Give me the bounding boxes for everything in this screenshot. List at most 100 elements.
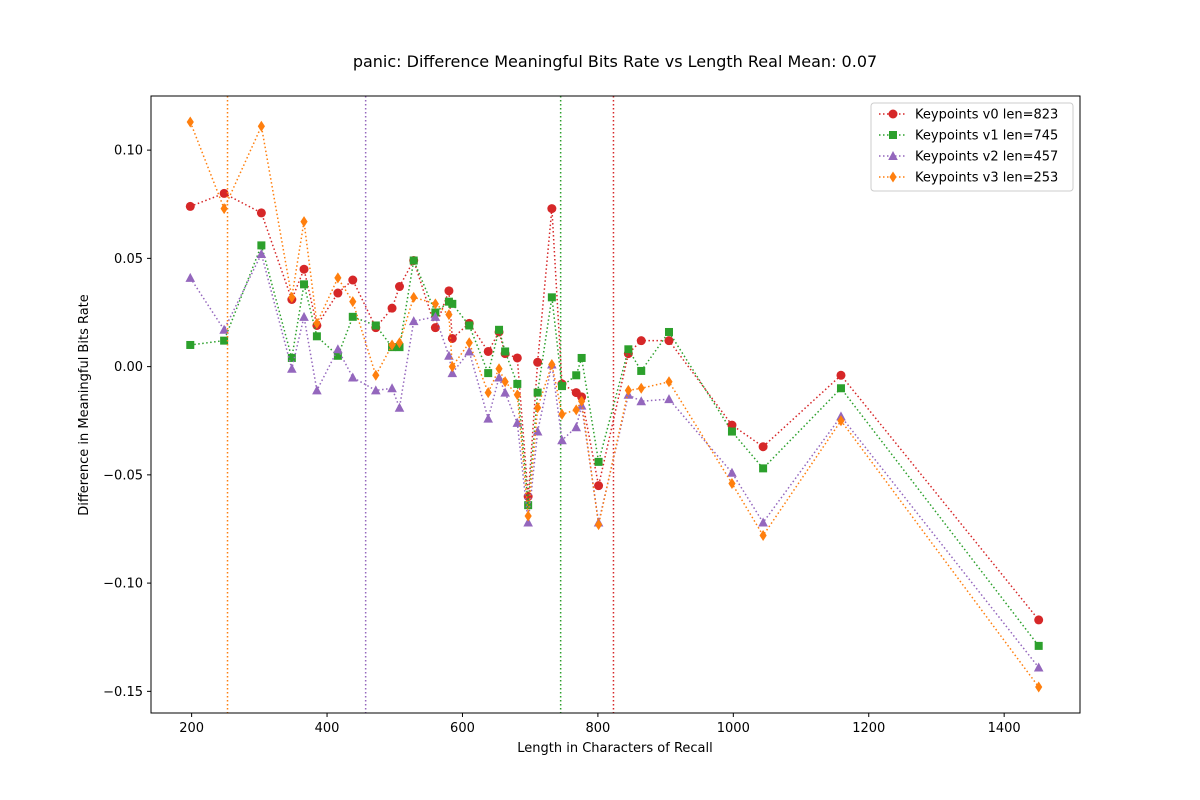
- series-1-point: [348, 312, 357, 321]
- series-0-point: [333, 288, 343, 298]
- legend-item: Keypoints v0 len=823: [879, 108, 1058, 123]
- series-3-point: [837, 415, 845, 427]
- series-1-point: [300, 280, 309, 289]
- x-axis-label: Length in Characters of Recall: [517, 741, 713, 756]
- series-1-point: [533, 388, 542, 397]
- series-0-point: [444, 286, 454, 296]
- series-2-point: [371, 385, 381, 395]
- series-1-point: [577, 353, 586, 362]
- series-0-point: [758, 442, 768, 452]
- series-1-point: [637, 366, 646, 375]
- series-2-point: [532, 426, 543, 436]
- series-2-point: [500, 387, 510, 397]
- series-3-point: [558, 408, 566, 420]
- series-2-point: [333, 344, 343, 354]
- series-3-point: [313, 317, 321, 329]
- series-3-point: [624, 384, 632, 396]
- series-0-point: [395, 282, 405, 292]
- series-0-point: [594, 481, 604, 491]
- legend-box: [870, 102, 1074, 192]
- series-0-point: [185, 201, 195, 211]
- series-2-point: [185, 272, 196, 282]
- series-1-point: [558, 382, 567, 391]
- series-2-point: [256, 249, 267, 259]
- y-tick-label: −0.10: [103, 577, 143, 592]
- series-1-line: [190, 243, 1040, 647]
- series-2-point: [299, 311, 309, 321]
- series-2-point: [512, 417, 523, 427]
- series-3-point: [534, 402, 542, 414]
- x-tick-label: 400: [315, 721, 340, 736]
- chart-title: panic: Difference Meaningful Bits Rate v…: [353, 52, 877, 71]
- series-2-point: [1033, 662, 1044, 672]
- series-0-point: [430, 323, 440, 333]
- series-2-point: [408, 316, 419, 326]
- legend-marker: [889, 171, 897, 183]
- series-2-line: [189, 251, 1040, 668]
- series-1-point: [572, 371, 581, 380]
- series-2-point: [636, 396, 647, 406]
- series-2-point: [447, 368, 458, 378]
- legend-label: Keypoints v2 len=457: [915, 150, 1058, 165]
- series-3-point: [484, 387, 492, 399]
- y-axis-label: Difference in Meaningful Bits Rate: [77, 294, 92, 516]
- y-tick-label: 0.00: [114, 360, 143, 375]
- series-0-point: [533, 357, 543, 367]
- series-1-point: [513, 379, 522, 388]
- series-1-point: [186, 340, 195, 349]
- legend-label: Keypoints v3 len=253: [915, 171, 1058, 186]
- series-1-point: [495, 325, 504, 334]
- series-3-point: [220, 203, 228, 215]
- series-3-point: [448, 361, 456, 373]
- series-3-point: [665, 376, 673, 388]
- series-3-point: [388, 339, 396, 351]
- series-1-point: [524, 501, 533, 510]
- legend: Keypoints v0 len=823 Keypoints v1 len=745…: [870, 102, 1074, 192]
- series-1-point: [371, 321, 380, 330]
- series-2-point: [571, 422, 582, 432]
- legend-marker: [888, 109, 898, 119]
- series-3-point: [594, 519, 603, 531]
- series-1-point: [501, 347, 510, 356]
- series-3: [186, 96, 1043, 713]
- series-0-point: [664, 336, 674, 346]
- series-3-point: [578, 395, 586, 407]
- series-3-point: [465, 337, 473, 349]
- series-3-point: [372, 369, 380, 381]
- series-2-point: [557, 435, 567, 445]
- series-1-point: [257, 241, 266, 250]
- series-1-point: [1034, 641, 1043, 650]
- series-2-point: [727, 467, 737, 477]
- series-3-point: [513, 389, 521, 401]
- legend-item: Keypoints v2 len=457: [879, 150, 1058, 165]
- x-tick-label: 1000: [717, 721, 750, 736]
- series-2-point: [287, 363, 297, 373]
- y-tick-label: 0.05: [114, 252, 143, 267]
- series-3-point: [1035, 681, 1043, 693]
- plot-area: [185, 96, 1044, 713]
- series-1-point: [312, 332, 321, 341]
- series-1-point: [759, 464, 768, 473]
- legend-item: Keypoints v1 len=745: [879, 129, 1058, 144]
- series-3-point: [501, 376, 509, 388]
- series-1-point: [333, 351, 342, 360]
- series-0-point: [483, 346, 493, 356]
- y-axis: −0.15 −0.10 −0.05 0.00 0.05 0.10: [103, 144, 151, 700]
- series-2-point: [430, 311, 441, 321]
- series-3-point: [257, 120, 265, 132]
- series-2-point: [347, 372, 358, 382]
- series-1-point: [484, 369, 493, 378]
- series-3-line: [189, 121, 1040, 688]
- x-axis: 200 400 600 800 1000 1200 1400: [179, 713, 1021, 736]
- series-0-point: [547, 204, 557, 214]
- series-3-point: [431, 298, 439, 310]
- series-3-point: [728, 478, 736, 490]
- plot-frame: [150, 95, 1081, 714]
- series-3-point: [572, 404, 580, 416]
- series-2-point: [219, 324, 229, 334]
- series-2-point: [758, 517, 768, 527]
- legend-label: Keypoints v0 len=823: [915, 108, 1058, 123]
- x-tick-label: 600: [450, 721, 475, 736]
- legend-marker: [889, 131, 897, 139]
